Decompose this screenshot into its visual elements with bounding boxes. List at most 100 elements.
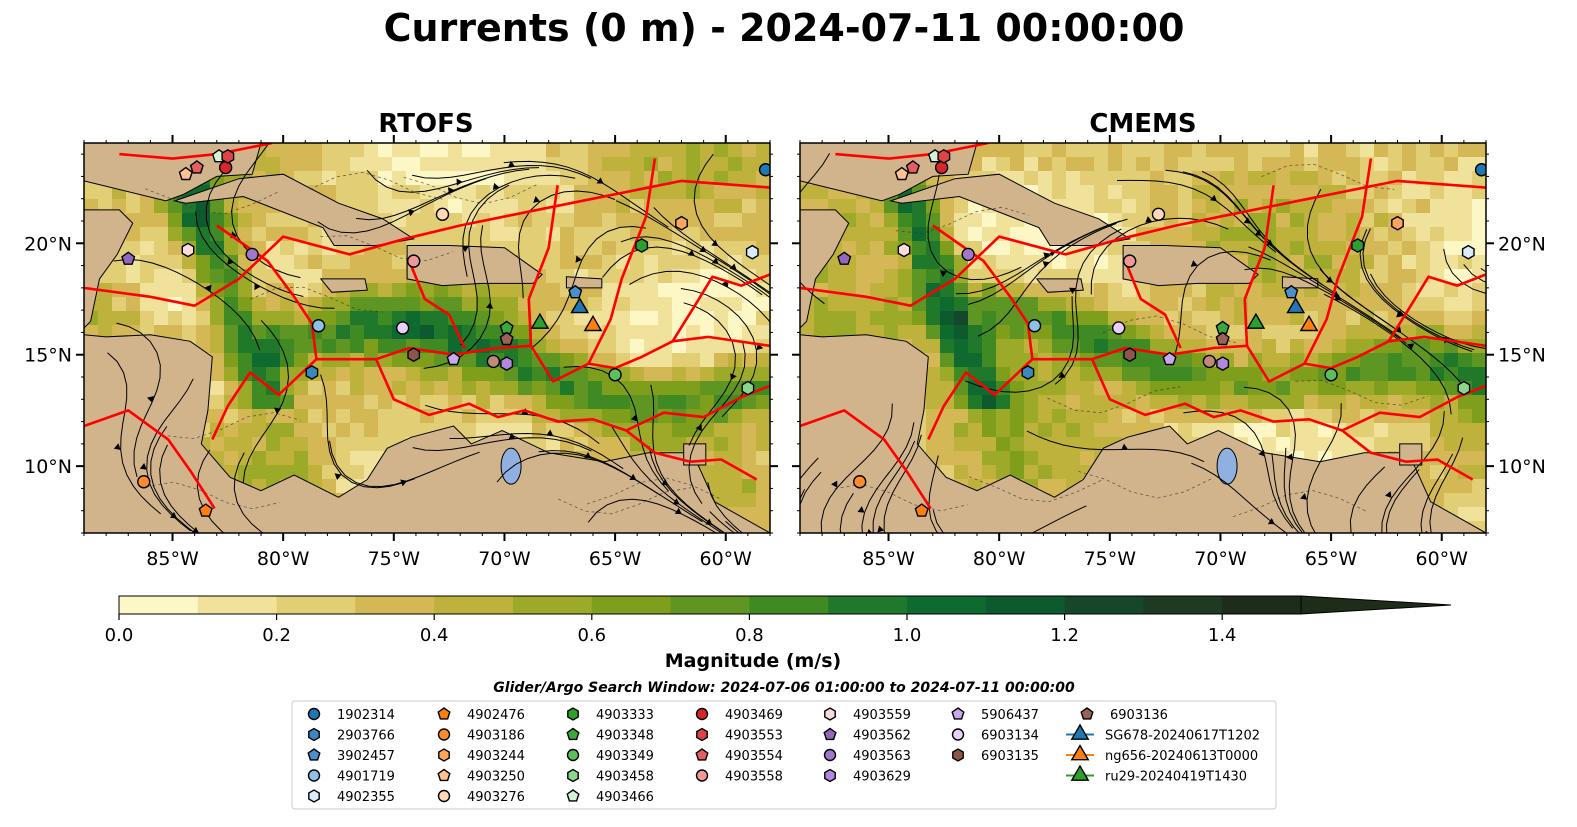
legend-label: 4902476: [467, 708, 525, 723]
legend-item-4903558: 4903558: [695, 769, 783, 785]
colorbar-swatch: [513, 596, 593, 614]
platform-marker-6903136: [499, 331, 514, 346]
colorbar: 0.0 0.2 0.4 0.6 0.8 1.0 1.2 1.4 Magnitude (m/s): [105, 595, 1452, 672]
legend-item-4903244: 4903244: [438, 748, 525, 764]
platform-marker-4902355: [1461, 244, 1475, 260]
map-frame: [799, 142, 1487, 534]
platform-marker-4903563: [961, 247, 975, 262]
platform-marker-4903250: [178, 166, 193, 181]
platform-marker-4903244: [1391, 215, 1404, 231]
legend-marker: [695, 707, 709, 721]
legend-marker: [566, 748, 580, 762]
platform-marker-6903134: [395, 321, 410, 335]
legend-item-1902314: 1902314: [307, 707, 395, 723]
colorbar-tick-label: 0.2: [262, 625, 291, 646]
legend-label: 4903562: [853, 729, 911, 744]
colorbar-swatch: [355, 596, 435, 614]
x-axis-ticks: 85°W 80°W 75°W 70°W 65°W 60°W: [862, 135, 1468, 570]
legend-marker: [437, 789, 451, 803]
platform-marker-4903333: [1351, 238, 1365, 253]
legend-marker: [438, 748, 450, 762]
platform-marker-4903629: [500, 356, 514, 372]
platform-marker-6903135: [407, 347, 421, 363]
platform-marker-4903629: [1216, 356, 1230, 372]
map-frame: [83, 142, 771, 534]
figure-title: Currents (0 m) - 2024-07-11 00:00:00: [384, 6, 1185, 50]
platform-marker-4903333: [635, 238, 649, 253]
eez-boundaries: [800, 143, 1486, 510]
colorbar-swatch: [670, 596, 750, 614]
x-tick-label: 65°W: [589, 548, 642, 570]
legend-label: 4903469: [725, 708, 783, 723]
y-axis-ticks: 10°N 15°N 20°N: [792, 233, 1546, 478]
panel-title-cmems: CMEMS: [1089, 109, 1196, 139]
legend-label: 4903466: [596, 790, 654, 805]
legend-item-6903136: 6903136: [1080, 707, 1168, 723]
legend-label: 4903276: [467, 790, 525, 805]
platform-marker-5906437: [1162, 351, 1177, 366]
y-tick-label: 15°N: [24, 345, 72, 367]
y-tick-label: 20°N: [1498, 233, 1546, 255]
colorbar-swatch: [749, 596, 829, 614]
x-tick-label: 70°W: [1194, 548, 1247, 570]
x-tick-label: 75°W: [1084, 548, 1137, 570]
legend-marker: [566, 789, 580, 802]
legend-item-4903349: 4903349: [566, 748, 654, 764]
legend-marker: [437, 768, 451, 782]
platform-marker-4903558: [407, 254, 421, 268]
legend-item-4903333: 4903333: [567, 707, 654, 723]
legend-item-4903466: 4903466: [566, 789, 654, 805]
legend-marker: [824, 768, 836, 783]
legend-marker: [308, 727, 320, 742]
legend-item-4903186: 4903186: [437, 728, 525, 744]
platform-marker-2903766: [1021, 365, 1035, 380]
platform-marker-4903562: [121, 251, 136, 265]
y-tick-label: 10°N: [1498, 456, 1546, 478]
colorbar-swatch: [1222, 596, 1302, 614]
legend-item-SG678-20240617T1202: SG678-20240617T1202: [1066, 723, 1260, 744]
platform-marker-6903137: [1202, 354, 1217, 369]
legend-marker: [695, 748, 709, 761]
legend-label: 6903136: [1110, 708, 1168, 723]
legend-item-4903458: 4903458: [567, 768, 654, 785]
colorbar-swatch: [1064, 596, 1144, 614]
colorbar-tick-label: 1.0: [893, 625, 922, 646]
legend-item-4901719: 4901719: [307, 769, 395, 785]
platform-marker-4903469: [218, 160, 233, 175]
map-graticule-frame: [81, 140, 773, 536]
legend-marker: [823, 748, 837, 762]
platform-marker-4903559: [897, 242, 911, 258]
legend-label: 4903250: [467, 770, 525, 785]
platform-marker-4903186: [853, 475, 867, 489]
y-tick-label: 15°N: [1498, 345, 1546, 367]
x-tick-label: 70°W: [478, 548, 531, 570]
platform-marker-4901719: [1027, 319, 1042, 333]
legend-item-4903563: 4903563: [823, 748, 911, 764]
legend-marker: [1070, 744, 1090, 761]
legend-item-4902355: 4902355: [308, 789, 395, 805]
platform-marker-6903135: [1123, 347, 1137, 363]
legend-marker: [824, 707, 836, 721]
platform-marker-1902314: [1474, 163, 1486, 177]
colorbar-swatch: [985, 596, 1066, 614]
colorbar-swatch: [276, 596, 356, 614]
legend-marker: [437, 728, 451, 741]
legend-label: 2903766: [337, 729, 395, 744]
panel-title-rtofs: RTOFS: [378, 109, 473, 139]
legend-item-ru29-20240419T1430: ru29-20240419T1430: [1066, 764, 1247, 785]
legend-label: 4903559: [853, 708, 911, 723]
legend-marker: [567, 768, 579, 783]
legend-label: 4903563: [853, 749, 911, 764]
legend-marker: [695, 769, 709, 782]
legend-item-4903562: 4903562: [823, 727, 911, 744]
legend-label: 4903348: [596, 729, 654, 744]
search-window-caption: Glider/Argo Search Window: 2024-07-06 01…: [493, 680, 1075, 696]
colorbar-tick-label: 0.4: [420, 625, 449, 646]
colorbar-swatch: [907, 596, 987, 614]
legend-label: 4903554: [725, 749, 783, 764]
bathymetry-contours: [145, 172, 720, 515]
platform-marker-4903554: [905, 160, 920, 174]
platform-marker-3902457: [1284, 284, 1299, 299]
x-tick-label: 80°W: [257, 548, 310, 570]
